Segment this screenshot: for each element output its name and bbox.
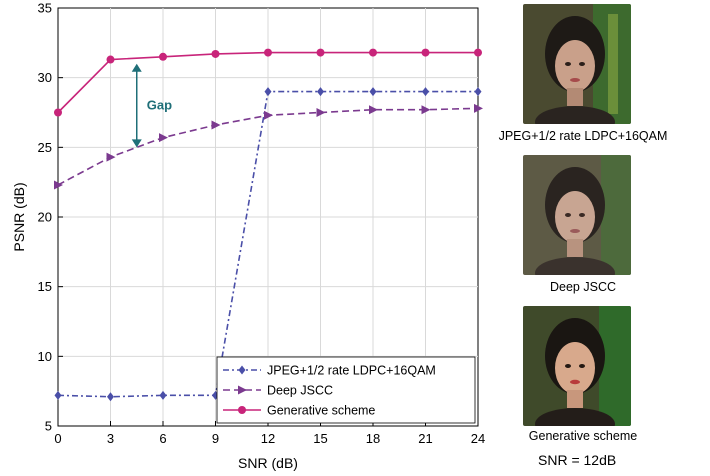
data-point bbox=[369, 48, 377, 57]
legend: JPEG+1/2 rate LDPC+16QAM Deep JSCC Generat… bbox=[216, 356, 476, 424]
data-point bbox=[474, 87, 482, 97]
data-point bbox=[369, 105, 378, 115]
gap-annotation: Gap bbox=[131, 63, 172, 148]
portrait-generative bbox=[523, 306, 631, 426]
legend-label: JPEG+1/2 rate LDPC+16QAM bbox=[267, 364, 436, 378]
x-tick-label: 15 bbox=[313, 431, 327, 446]
legend-label: Deep JSCC bbox=[267, 384, 333, 398]
data-point bbox=[421, 105, 431, 115]
data-point bbox=[211, 49, 220, 58]
data-point bbox=[211, 120, 221, 130]
x-tick-label: 6 bbox=[159, 431, 166, 446]
data-point bbox=[238, 385, 247, 395]
legend-entry: Generative scheme bbox=[223, 404, 375, 418]
caption-generative: Generative scheme bbox=[528, 429, 638, 443]
data-point bbox=[264, 87, 272, 97]
data-point bbox=[159, 133, 168, 143]
x-axis-title: SNR (dB) bbox=[238, 455, 298, 471]
caption-jpeg-ldpc: JPEG+1/2 rate LDPC+16QAM bbox=[498, 129, 668, 143]
data-point bbox=[422, 87, 429, 97]
legend-label: Generative scheme bbox=[267, 404, 375, 418]
series-2 bbox=[54, 48, 482, 117]
data-point bbox=[106, 55, 115, 64]
x-tick-label: 24 bbox=[471, 431, 485, 446]
y-tick-label: 15 bbox=[38, 279, 52, 294]
data-point bbox=[474, 103, 483, 113]
series-layer bbox=[54, 48, 483, 402]
data-point bbox=[54, 180, 63, 190]
data-point bbox=[369, 87, 377, 97]
x-tick-label: 18 bbox=[366, 431, 380, 446]
data-point bbox=[159, 390, 167, 400]
data-point bbox=[238, 365, 246, 375]
data-point bbox=[54, 390, 62, 400]
data-point bbox=[316, 108, 326, 117]
data-point bbox=[317, 87, 324, 97]
data-point bbox=[238, 406, 246, 414]
data-point bbox=[264, 48, 272, 57]
x-tick-label: 3 bbox=[107, 431, 114, 446]
y-tick-label: 25 bbox=[38, 140, 52, 155]
x-tick-label: 21 bbox=[418, 431, 432, 446]
gap-arrow-head-bottom bbox=[131, 139, 142, 148]
data-point bbox=[107, 392, 114, 402]
gap-label: Gap bbox=[147, 98, 172, 113]
y-tick-label: 20 bbox=[38, 210, 52, 225]
portrait-deep-jscc bbox=[523, 155, 631, 275]
data-point bbox=[159, 52, 167, 61]
caption-deep-jscc: Deep JSCC bbox=[550, 280, 616, 294]
data-point bbox=[54, 108, 62, 117]
data-point bbox=[474, 48, 482, 57]
x-tick-label: 0 bbox=[54, 431, 61, 446]
data-point bbox=[421, 48, 430, 57]
legend-entry: JPEG+1/2 rate LDPC+16QAM bbox=[223, 364, 436, 378]
series-1 bbox=[54, 103, 483, 190]
axis-ticks: 0 3 6 9 12 15 18 21 24 5 10 15 20 25 30 35 bbox=[38, 1, 486, 447]
y-tick-label: 5 bbox=[45, 419, 52, 434]
legend-entry: Deep JSCC bbox=[223, 384, 333, 398]
snr-note: SNR = 12dB bbox=[538, 452, 617, 468]
y-tick-label: 30 bbox=[38, 70, 52, 85]
y-axis-title: PSNR (dB) bbox=[11, 182, 27, 251]
series-0 bbox=[54, 87, 482, 402]
grid bbox=[58, 8, 478, 426]
x-tick-label: 12 bbox=[261, 431, 275, 446]
data-point bbox=[106, 152, 116, 162]
y-tick-label: 35 bbox=[38, 1, 52, 16]
portrait-jpeg-ldpc bbox=[523, 4, 631, 124]
data-point bbox=[316, 48, 325, 57]
gap-arrow-head-top bbox=[131, 63, 142, 72]
x-tick-label: 9 bbox=[212, 431, 219, 446]
psnr-vs-snr-chart: 0 3 6 9 12 15 18 21 24 5 10 15 20 25 30 35 Gap SNR (dB)… bbox=[11, 1, 486, 472]
data-point bbox=[264, 110, 273, 120]
y-tick-label: 10 bbox=[38, 349, 52, 364]
